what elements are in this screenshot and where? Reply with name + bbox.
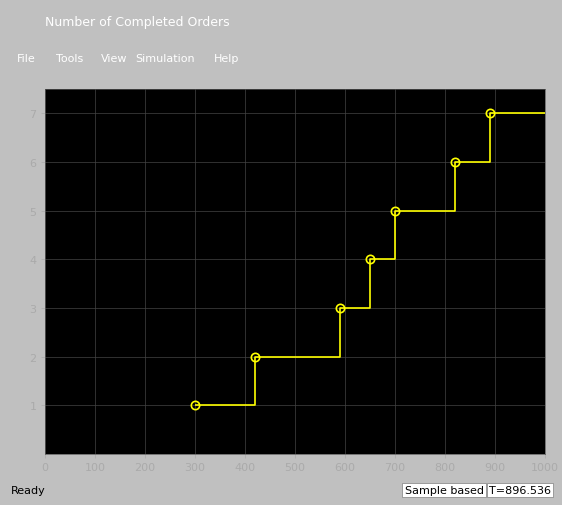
Text: File: File [17, 54, 35, 64]
Text: Help: Help [214, 54, 239, 64]
Text: Sample based: Sample based [405, 485, 484, 495]
Text: T=896.536: T=896.536 [489, 485, 551, 495]
Text: View: View [101, 54, 128, 64]
Text: Tools: Tools [56, 54, 83, 64]
Text: Simulation: Simulation [135, 54, 194, 64]
Text: Number of Completed Orders: Number of Completed Orders [45, 16, 230, 29]
Text: Ready: Ready [11, 485, 46, 495]
